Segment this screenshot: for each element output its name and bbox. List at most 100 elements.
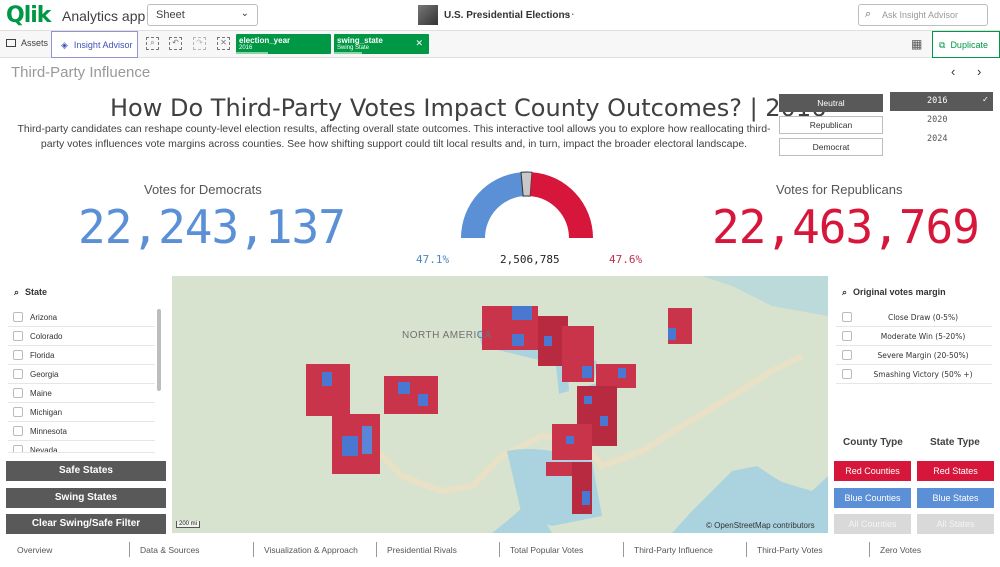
vote-share-gauge bbox=[461, 171, 593, 238]
more-options-icon[interactable]: ··· bbox=[562, 6, 575, 21]
bottom-nav-tab[interactable]: Visualization & Approach bbox=[264, 545, 358, 555]
year-item-2020[interactable]: 2020 bbox=[890, 111, 993, 130]
state-list-item[interactable]: Michigan bbox=[8, 403, 155, 422]
checkbox[interactable] bbox=[842, 312, 852, 322]
sheet-selector[interactable]: Sheet ⌄ bbox=[147, 4, 258, 26]
rep-votes-value: 22,463,769 bbox=[712, 200, 980, 254]
year-label: 2020 bbox=[927, 115, 948, 125]
chevron-down-icon: ⌄ bbox=[240, 8, 249, 19]
scrollbar[interactable] bbox=[157, 309, 161, 391]
checkbox[interactable] bbox=[842, 369, 852, 379]
nav-divider bbox=[623, 542, 624, 557]
margin-list-item[interactable]: Close Draw (0-5%) bbox=[836, 308, 992, 327]
nav-divider bbox=[869, 542, 870, 557]
filter-chip-election-year[interactable]: election_year 2016 bbox=[236, 34, 331, 54]
state-list-item[interactable]: Arizona bbox=[8, 308, 155, 327]
margin-name: Severe Margin (20-50%) bbox=[877, 351, 969, 360]
state-list-item[interactable]: Maine bbox=[8, 384, 155, 403]
michigan-blue bbox=[582, 366, 592, 378]
clear-selections-icon[interactable]: ✕ bbox=[217, 37, 230, 50]
nav-divider bbox=[129, 542, 130, 557]
florida-peninsula bbox=[572, 462, 592, 514]
all-counties-button[interactable]: All Counties bbox=[834, 514, 911, 534]
republican-button[interactable]: Republican bbox=[779, 116, 883, 134]
chevron-right-icon[interactable]: › bbox=[977, 64, 982, 79]
selection-back-icon[interactable]: ↶ bbox=[169, 37, 182, 50]
checkbox[interactable] bbox=[13, 369, 23, 379]
swing-states-button[interactable]: Swing States bbox=[6, 488, 166, 508]
state-name: Colorado bbox=[30, 332, 63, 341]
checkbox[interactable] bbox=[842, 331, 852, 341]
bottom-nav-tab[interactable]: Overview bbox=[17, 545, 53, 555]
state-list-item[interactable]: Georgia bbox=[8, 365, 155, 384]
checkbox[interactable] bbox=[13, 445, 23, 452]
margin-list-header[interactable]: ⌕ Original votes margin bbox=[842, 287, 946, 298]
blue-states-button[interactable]: Blue States bbox=[917, 488, 994, 508]
checkmark-icon: ✓ bbox=[982, 95, 988, 105]
smart-search-icon[interactable]: ⌕ bbox=[146, 37, 159, 50]
close-icon[interactable]: ✕ bbox=[415, 38, 423, 48]
filter-bar bbox=[236, 52, 268, 54]
state-list-item[interactable]: Nevada bbox=[8, 441, 155, 453]
all-states-button[interactable]: All States bbox=[917, 514, 994, 534]
assets-panel-icon bbox=[6, 39, 16, 47]
checkbox[interactable] bbox=[13, 331, 23, 341]
state-name: Arizona bbox=[30, 313, 58, 322]
checkbox[interactable] bbox=[13, 426, 23, 436]
checkbox[interactable] bbox=[13, 312, 23, 322]
grid-icon[interactable]: ▦ bbox=[911, 37, 923, 51]
neutral-button[interactable]: Neutral bbox=[779, 94, 883, 112]
toolbar bbox=[0, 31, 1000, 58]
safe-states-button[interactable]: Safe States bbox=[6, 461, 166, 481]
insight-advisor-button[interactable]: ◈ Insight Advisor bbox=[51, 31, 138, 58]
bottom-nav-tab[interactable]: Third-Party Influence bbox=[634, 545, 713, 555]
democrat-button[interactable]: Democrat bbox=[779, 138, 883, 156]
colorado-blue bbox=[398, 382, 410, 394]
map-attribution[interactable]: © OpenStreetMap contributors bbox=[706, 521, 815, 530]
checkbox[interactable] bbox=[842, 350, 852, 360]
app-thumbnail bbox=[418, 5, 438, 25]
state-list-header[interactable]: ⌕ State bbox=[14, 287, 47, 298]
checkbox[interactable] bbox=[13, 350, 23, 360]
checkbox[interactable] bbox=[13, 407, 23, 417]
state-list-item[interactable]: Colorado bbox=[8, 327, 155, 346]
nav-divider bbox=[746, 542, 747, 557]
red-states-button[interactable]: Red States bbox=[917, 461, 994, 481]
selection-forward-icon[interactable]: ↷ bbox=[193, 37, 206, 50]
margin-name: Moderate Win (5-20%) bbox=[880, 332, 966, 341]
minnesota-blue-2 bbox=[512, 334, 524, 346]
state-list-item[interactable]: Florida bbox=[8, 346, 155, 365]
red-counties-button[interactable]: Red Counties bbox=[834, 461, 911, 481]
duplicate-button[interactable]: ⧉ Duplicate bbox=[932, 31, 1000, 58]
carolinas-blue bbox=[584, 396, 592, 404]
nav-divider bbox=[376, 542, 377, 557]
bottom-nav-tab[interactable]: Presidential Rivals bbox=[387, 545, 457, 555]
dem-votes-label: Votes for Democrats bbox=[144, 182, 262, 197]
insight-search-input[interactable]: ⌕ Ask Insight Advisor bbox=[858, 4, 988, 26]
bottom-nav-tab[interactable]: Third-Party Votes bbox=[757, 545, 823, 555]
chevron-left-icon[interactable]: ‹ bbox=[951, 64, 956, 79]
georgia-blue bbox=[566, 436, 574, 444]
year-item-2016[interactable]: 2016 ✓ bbox=[890, 92, 993, 111]
year-list: 2016 ✓ 2020 2024 bbox=[890, 92, 993, 149]
bottom-nav-tab[interactable]: Zero Votes bbox=[880, 545, 922, 555]
bottom-nav-tab[interactable]: Data & Sources bbox=[140, 545, 200, 555]
county-map[interactable] bbox=[172, 276, 828, 533]
colorado-blue-2 bbox=[418, 394, 428, 406]
qlik-logo[interactable]: Qlik bbox=[6, 3, 51, 28]
margin-list-item[interactable]: Moderate Win (5-20%) bbox=[836, 327, 992, 346]
filter-field: swing_state bbox=[337, 36, 383, 45]
checkbox[interactable] bbox=[13, 388, 23, 398]
clear-filter-button[interactable]: Clear Swing/Safe Filter bbox=[6, 514, 166, 534]
year-label: 2024 bbox=[927, 134, 948, 144]
margin-list-item[interactable]: Severe Margin (20-50%) bbox=[836, 346, 992, 365]
blue-counties-button[interactable]: Blue Counties bbox=[834, 488, 911, 508]
bottom-nav-tab[interactable]: Total Popular Votes bbox=[510, 545, 584, 555]
state-list-item[interactable]: Minnesota bbox=[8, 422, 155, 441]
page-title: How Do Third-Party Votes Impact County O… bbox=[110, 94, 827, 122]
assets-button[interactable]: Assets bbox=[6, 38, 48, 48]
state-type-header: State Type bbox=[930, 437, 980, 448]
margin-list-item[interactable]: Smashing Victory (50% +) bbox=[836, 365, 992, 384]
year-item-2024[interactable]: 2024 bbox=[890, 130, 993, 149]
filter-chip-swing-state[interactable]: swing_state Swing State ✕ bbox=[334, 34, 429, 54]
